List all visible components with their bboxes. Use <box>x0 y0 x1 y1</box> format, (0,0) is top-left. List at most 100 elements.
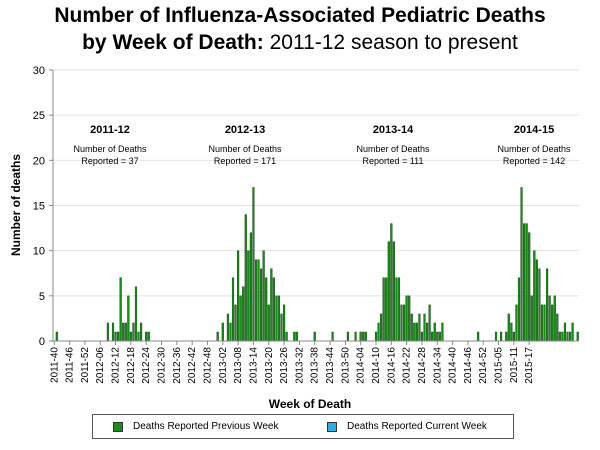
bar <box>364 331 367 342</box>
x-tick-label: 2014-22 <box>402 347 413 384</box>
bar <box>145 331 148 342</box>
bar <box>512 331 515 342</box>
bar <box>431 331 434 342</box>
bar <box>134 286 138 342</box>
y-tick-label: 10 <box>33 246 45 258</box>
x-tick-label: 2012-30 <box>157 347 168 384</box>
bar <box>55 331 58 342</box>
bar <box>568 331 572 342</box>
season-label: 2013-14 <box>373 124 414 136</box>
bar <box>433 322 436 342</box>
y-tick-labels: 0 5 10 15 20 25 30 <box>33 65 53 348</box>
bar <box>400 304 403 342</box>
bar <box>127 295 130 342</box>
x-tick-label: 2014-34 <box>432 347 443 384</box>
x-tick-label: 2011-40 <box>49 347 60 383</box>
bar <box>137 331 140 342</box>
bar <box>510 322 513 342</box>
bar <box>525 223 528 342</box>
bar <box>313 331 316 342</box>
bar <box>242 286 245 342</box>
bar <box>216 331 219 342</box>
bar <box>408 295 411 342</box>
x-tick-label: 2014-46 <box>463 347 474 384</box>
season-label: 2011-12 <box>90 124 130 136</box>
bar <box>262 250 265 342</box>
bar <box>538 268 541 342</box>
bar <box>124 322 127 342</box>
bar <box>387 241 390 342</box>
x-tick-label: 2014-52 <box>478 347 489 384</box>
bar <box>556 313 559 342</box>
bar <box>106 322 109 342</box>
bar <box>390 223 393 342</box>
bar <box>244 214 247 342</box>
bar <box>543 304 546 342</box>
chart-title-line1: Number of Influenza-Associated Pediatric… <box>54 4 546 27</box>
legend-label-previous-week: Deaths Reported Previous Week <box>133 421 279 432</box>
bar <box>515 304 518 342</box>
bar <box>249 232 252 342</box>
bar <box>374 331 378 342</box>
y-gridlines <box>53 69 579 297</box>
bar <box>260 268 263 342</box>
bar <box>226 313 229 342</box>
bar <box>415 322 418 342</box>
bar <box>257 259 260 342</box>
bar <box>380 313 383 342</box>
chart-title-bold-part: by Week of Death: <box>82 31 264 54</box>
bar <box>477 331 480 342</box>
bar <box>277 295 281 342</box>
x-tick-label: 2012-18 <box>126 347 137 384</box>
x-tick-label: 2013-50 <box>340 347 351 384</box>
bar <box>395 277 398 342</box>
bar <box>494 331 498 342</box>
bar <box>517 277 521 342</box>
bar <box>272 277 275 342</box>
x-axis-label: Week of Death <box>269 397 351 411</box>
bar <box>540 304 544 342</box>
bar <box>237 250 240 342</box>
bar <box>119 277 122 342</box>
bar <box>558 331 561 342</box>
bar <box>428 304 431 342</box>
bar <box>523 223 526 342</box>
x-tick-labels: 2011-40 2011-46 2011-52 2012-06 2012-12 2012-… <box>49 341 535 384</box>
bar <box>132 322 135 342</box>
x-tick-label: 2013-26 <box>279 347 290 384</box>
bar <box>392 241 395 342</box>
x-tick-label: 2014-16 <box>386 347 397 384</box>
chart-title-season-part: 2011-12 season to present <box>263 31 518 54</box>
x-tick-label: 2012-36 <box>172 347 183 384</box>
bar <box>551 304 554 342</box>
bar <box>140 322 143 342</box>
x-tick-label: 2011-52 <box>80 347 91 383</box>
bar <box>283 304 286 342</box>
x-tick-label: 2014-10 <box>371 347 382 384</box>
bar <box>563 322 567 342</box>
bar <box>252 187 255 342</box>
bar <box>535 259 538 342</box>
bar <box>566 331 569 342</box>
bar <box>410 313 413 342</box>
bar <box>254 259 258 342</box>
bar <box>117 331 120 342</box>
x-tick-label: 2014-04 <box>356 347 367 384</box>
bar <box>295 331 298 342</box>
bar <box>403 304 406 342</box>
bar <box>129 331 132 342</box>
x-tick-label: 2014-40 <box>448 347 459 384</box>
x-tick-label: 2013-14 <box>248 347 259 384</box>
chart-title: Number of Influenza-Associated Pediatric… <box>0 2 600 56</box>
y-tick-label: 0 <box>39 336 45 348</box>
bar <box>423 313 426 342</box>
x-tick-label: 2013-32 <box>294 347 305 384</box>
bar <box>275 295 278 342</box>
bar <box>530 295 533 342</box>
chart-title-line2: by Week of Death: 2011-12 season to pres… <box>0 29 600 56</box>
bar <box>114 331 117 342</box>
y-axis-label: Number of deaths <box>9 154 23 256</box>
legend-item-previous-week: Deaths Reported Previous Week <box>113 421 278 432</box>
chart-legend: Deaths Reported Previous Week Deaths Rep… <box>92 414 514 439</box>
